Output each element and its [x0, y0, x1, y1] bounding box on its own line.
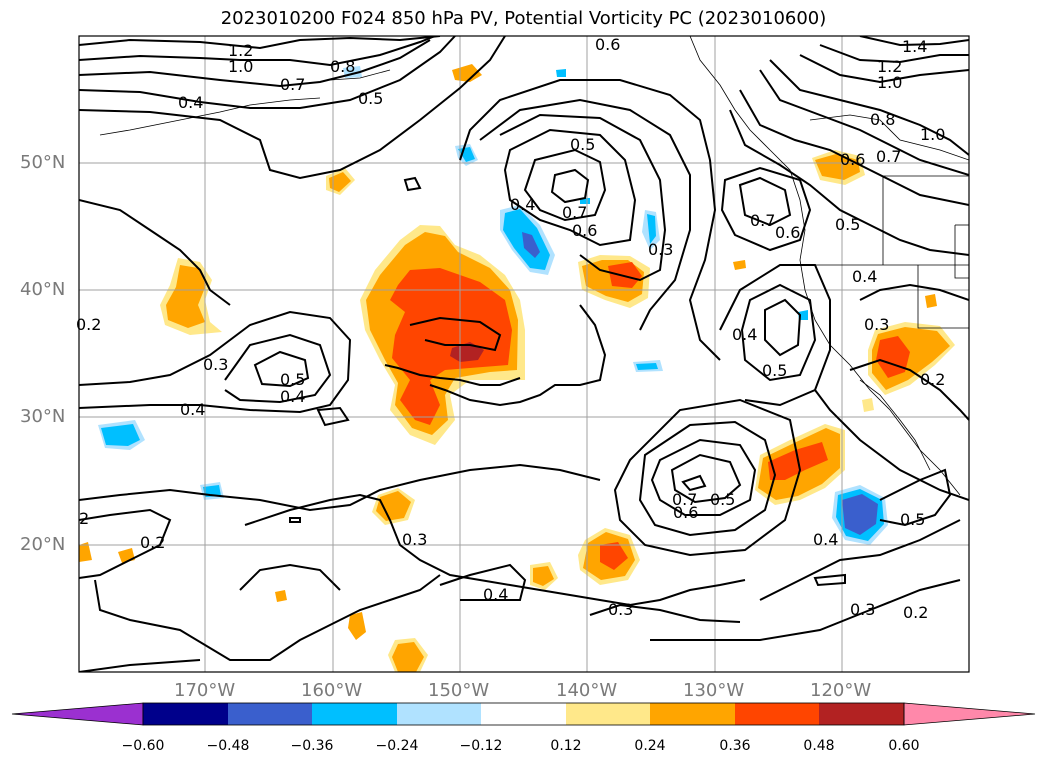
colorbar-segment	[650, 703, 735, 725]
colorbar-tick-label: −0.36	[290, 738, 334, 754]
contour-label: 0.7	[672, 490, 697, 509]
contour-label: 0.3	[608, 600, 633, 619]
contour-label: 0.4	[483, 585, 508, 604]
contour-label: 0.4	[280, 387, 305, 406]
contour-label: 0.2	[76, 315, 101, 334]
contour-label: 0.3	[648, 240, 673, 259]
contour-label: 1.0	[228, 57, 253, 76]
colorbar-segment	[228, 703, 312, 725]
contour-label: 0.5	[280, 370, 305, 389]
contour-label: 0.2	[140, 533, 165, 552]
colorbar-segment	[566, 703, 650, 725]
coastlines	[99, 36, 969, 496]
contour-label: 0.5	[900, 510, 925, 529]
contour-label: 0.5	[358, 89, 383, 108]
contour-label: 0.4	[732, 325, 757, 344]
contour-label: 0.7	[280, 75, 305, 94]
contour-label: 0.3	[850, 600, 875, 619]
contour-labels: 1.2 1.0 0.8 0.7 0.5 0.4 0.6 1.4 1.2 1.0 …	[76, 35, 945, 622]
positive-pv-anomalies	[79, 64, 955, 672]
plot-frame	[78, 35, 970, 673]
lat-label-40n: 40°N	[20, 279, 66, 300]
colorbar-segment	[819, 703, 904, 725]
contour-label: 0.6	[595, 35, 620, 54]
lon-label-120w: 120°W	[810, 680, 872, 701]
pv-contours	[79, 36, 969, 672]
colorbar-tick-label: −0.12	[459, 738, 503, 754]
lon-label-140w: 140°W	[556, 680, 618, 701]
contour-label: 0.4	[180, 400, 205, 419]
contour-label: 0.3	[203, 355, 228, 374]
contour-label: 0.3	[402, 530, 427, 549]
contour-label: 0.5	[762, 361, 787, 380]
lon-label-160w: 160°W	[301, 680, 363, 701]
contour-label: 1.0	[920, 125, 945, 144]
lon-label-170w: 170°W	[174, 680, 236, 701]
colorbar	[11, 702, 1036, 726]
lon-label-130w: 130°W	[683, 680, 745, 701]
contour-label: 0.6	[840, 150, 865, 169]
graticule	[79, 36, 969, 672]
contour-label: 0.8	[870, 110, 895, 129]
lat-label-30n: 30°N	[20, 406, 66, 427]
lon-label-150w: 150°W	[428, 680, 490, 701]
colorbar-tick-label: 0.60	[888, 738, 920, 754]
contour-label: 0.7	[750, 211, 775, 230]
colorbar-segment	[735, 703, 819, 725]
contour-label: 0.5	[835, 215, 860, 234]
colorbar-segment	[397, 703, 481, 725]
contour-label: 1.2	[228, 41, 253, 60]
contour-label: 0.7	[562, 203, 587, 222]
contour-label: 0.2	[920, 370, 945, 389]
contour-label: 0.6	[673, 503, 698, 522]
colorbar-tick-label: 0.12	[550, 738, 582, 754]
contour-label: 1.0	[877, 73, 902, 92]
contour-label: 0.2	[903, 603, 928, 622]
map-title: 2023010200 F024 850 hPa PV, Potential Vo…	[220, 8, 827, 29]
colorbar-tick-label: 0.24	[634, 738, 666, 754]
contour-label: 0.5	[710, 490, 735, 509]
colorbar-extend-max	[903, 702, 1036, 726]
colorbar-segment	[143, 703, 228, 725]
contour-label: 0.5	[570, 135, 595, 154]
colorbar-tick-label: −0.24	[375, 738, 419, 754]
contour-label: 1.4	[902, 37, 927, 56]
colorbar-tick-label: −0.48	[206, 738, 250, 754]
contour-label: 0.4	[813, 530, 838, 549]
contour-label: 0.8	[330, 57, 355, 76]
colorbar-tick-label: 0.36	[719, 738, 751, 754]
contour-label: 0.4	[510, 195, 535, 214]
colorbar-extend-min	[11, 702, 144, 726]
contour-label: 0.6	[775, 223, 800, 242]
colorbar-segment	[481, 703, 566, 725]
colorbar-tick-label: −0.60	[121, 738, 165, 754]
lat-label-50n: 50°N	[20, 152, 66, 173]
lat-label-20n: 20°N	[20, 534, 66, 555]
colorbar-tick-label: 0.48	[803, 738, 835, 754]
contour-label: 0.6	[572, 221, 597, 240]
contour-label: 0.3	[864, 315, 889, 334]
contour-label: 0.4	[178, 93, 203, 112]
contour-label: 0.7	[876, 147, 901, 166]
contour-label: 0.4	[852, 267, 877, 286]
colorbar-segment	[312, 703, 397, 725]
contour-label: 1.2	[877, 57, 902, 76]
contour-label: 2	[79, 509, 89, 528]
